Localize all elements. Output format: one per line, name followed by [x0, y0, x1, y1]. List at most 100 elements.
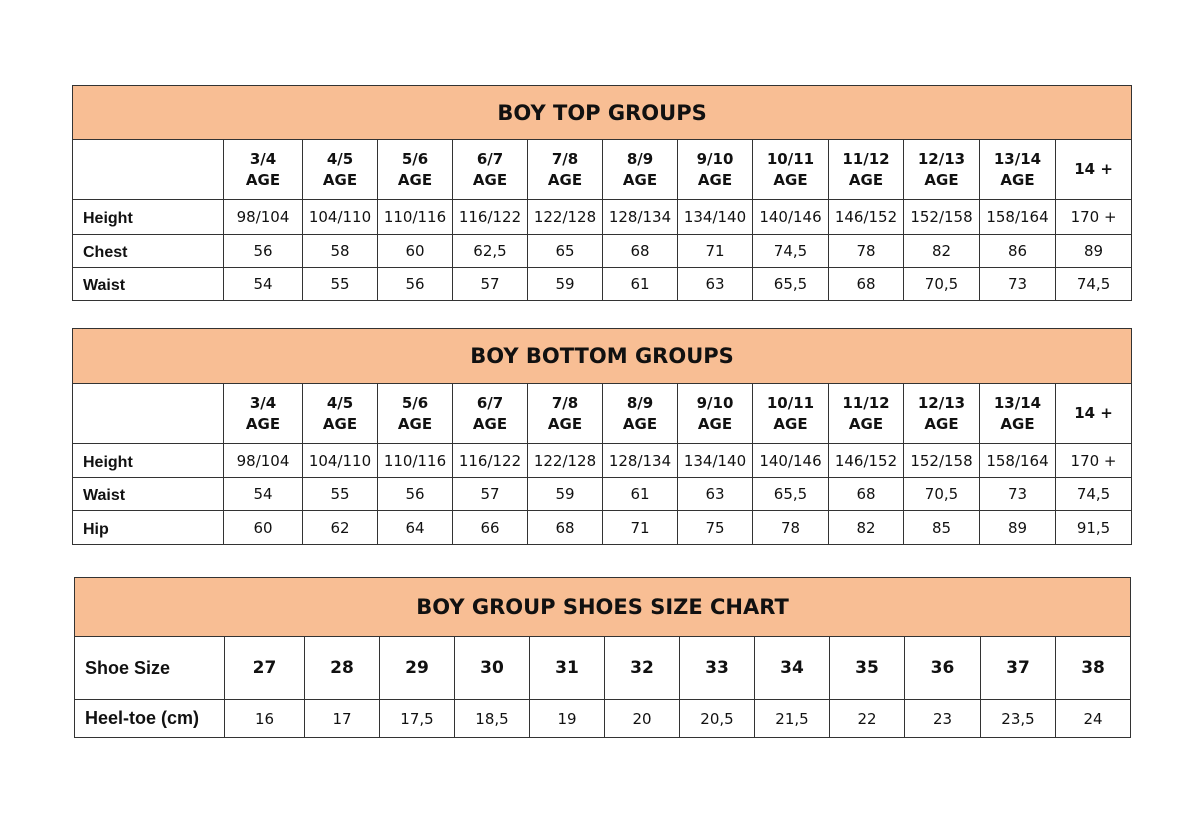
value-cell: 70,5 [903, 267, 980, 301]
value-cell: 36 [904, 636, 981, 700]
age-header-cell: 14 + [1054, 383, 1133, 444]
value-cell: 57 [452, 477, 528, 511]
value-cell: 59 [527, 267, 603, 301]
boy-bottom-groups-table: BOY BOTTOM GROUPS 3/4 AGE 4/5 AGE 5/6 AGE 6/… [71, 328, 1133, 545]
value-cell: 170 + [1054, 443, 1133, 478]
value-cell: 17,5 [379, 699, 455, 738]
age-header-cell: 11/12 AGE [828, 383, 904, 444]
corner-cell [72, 383, 224, 444]
value-cell: 128/134 [602, 199, 678, 235]
value-cell: 59 [527, 477, 603, 511]
value-cell: 57 [452, 267, 528, 301]
value-cell: 65,5 [752, 477, 829, 511]
value-cell: 73 [979, 267, 1056, 301]
value-cell: 16 [224, 699, 305, 738]
value-cell: 74,5 [752, 234, 829, 268]
value-cell: 65,5 [752, 267, 829, 301]
table-row: Waist 54 55 56 57 59 61 63 65,5 68 70,5 73 74,5 [72, 477, 1133, 511]
value-cell: 128/134 [602, 443, 678, 478]
value-cell: 30 [454, 636, 530, 700]
age-header-cell: 3/4 AGE [223, 139, 303, 200]
table-row: Waist 54 55 56 57 59 61 63 65,5 68 70,5 73 74,5 [72, 267, 1133, 301]
value-cell: 158/164 [979, 199, 1056, 235]
value-cell: 98/104 [223, 443, 303, 478]
value-cell: 61 [602, 267, 678, 301]
value-cell: 110/116 [377, 443, 453, 478]
age-header-cell: 3/4 AGE [223, 383, 303, 444]
table-row: Shoe Size 27 28 29 30 31 32 33 34 35 36 37 38 [74, 636, 1132, 700]
age-header-cell: 5/6 AGE [377, 383, 453, 444]
value-cell: 56 [377, 477, 453, 511]
value-cell: 19 [529, 699, 605, 738]
value-cell: 60 [223, 510, 303, 545]
value-cell: 158/164 [979, 443, 1056, 478]
age-header-cell: 6/7 AGE [452, 383, 528, 444]
age-header-cell: 5/6 AGE [377, 139, 453, 200]
age-header-cell: 4/5 AGE [302, 383, 378, 444]
value-cell: 82 [828, 510, 904, 545]
value-cell: 89 [979, 510, 1056, 545]
row-label: Hip [72, 510, 224, 545]
age-header-cell: 9/10 AGE [677, 383, 753, 444]
value-cell: 27 [224, 636, 305, 700]
value-cell: 116/122 [452, 199, 528, 235]
age-header-cell: 10/11 AGE [752, 383, 829, 444]
table-title: BOY BOTTOM GROUPS [71, 328, 1133, 384]
row-label: Waist [72, 267, 224, 301]
value-cell: 134/140 [677, 443, 753, 478]
value-cell: 68 [828, 477, 904, 511]
value-cell: 56 [223, 234, 303, 268]
value-cell: 24 [1054, 699, 1132, 738]
value-cell: 170 + [1054, 199, 1133, 235]
table-row: Hip 60 62 64 66 68 71 75 78 82 85 89 91,5 [72, 510, 1133, 545]
value-cell: 18,5 [454, 699, 530, 738]
value-cell: 54 [223, 267, 303, 301]
value-cell: 74,5 [1054, 267, 1133, 301]
value-cell: 78 [752, 510, 829, 545]
age-header-cell: 14 + [1054, 139, 1133, 200]
value-cell: 140/146 [752, 199, 829, 235]
value-cell: 104/110 [302, 199, 378, 235]
value-cell: 74,5 [1054, 477, 1133, 511]
value-cell: 134/140 [677, 199, 753, 235]
value-cell: 23,5 [980, 699, 1056, 738]
row-label: Chest [72, 234, 224, 268]
value-cell: 71 [677, 234, 753, 268]
age-header-cell: 13/14 AGE [979, 383, 1056, 444]
value-cell: 29 [379, 636, 455, 700]
value-cell: 63 [677, 477, 753, 511]
value-cell: 55 [302, 477, 378, 511]
age-header-cell: 8/9 AGE [602, 383, 678, 444]
value-cell: 70,5 [903, 477, 980, 511]
value-cell: 78 [828, 234, 904, 268]
table-row: Chest 56 58 60 62,5 65 68 71 74,5 78 82 86 89 [72, 234, 1133, 268]
value-cell: 86 [979, 234, 1056, 268]
value-cell: 75 [677, 510, 753, 545]
value-cell: 33 [679, 636, 755, 700]
value-cell: 62,5 [452, 234, 528, 268]
age-header-cell: 6/7 AGE [452, 139, 528, 200]
boy-top-groups-table: BOY TOP GROUPS 3/4 AGE 4/5 AGE 5/6 AGE 6/7 A… [71, 85, 1133, 301]
value-cell: 91,5 [1054, 510, 1133, 545]
value-cell: 58 [302, 234, 378, 268]
table-title: BOY GROUP SHOES SIZE CHART [73, 577, 1132, 637]
value-cell: 38 [1054, 636, 1132, 700]
value-cell: 152/158 [903, 443, 980, 478]
value-cell: 82 [903, 234, 980, 268]
age-header-cell: 11/12 AGE [828, 139, 904, 200]
age-header-cell: 9/10 AGE [677, 139, 753, 200]
age-header-cell: 7/8 AGE [527, 383, 603, 444]
value-cell: 71 [602, 510, 678, 545]
value-cell: 20 [604, 699, 680, 738]
value-cell: 146/152 [828, 443, 904, 478]
row-label: Shoe Size [74, 636, 225, 700]
value-cell: 20,5 [679, 699, 755, 738]
value-cell: 34 [754, 636, 830, 700]
value-cell: 85 [903, 510, 980, 545]
value-cell: 122/128 [527, 443, 603, 478]
value-cell: 62 [302, 510, 378, 545]
boy-shoes-size-table: BOY GROUP SHOES SIZE CHART Shoe Size 27 28 2… [73, 577, 1132, 738]
value-cell: 32 [604, 636, 680, 700]
value-cell: 68 [602, 234, 678, 268]
value-cell: 31 [529, 636, 605, 700]
